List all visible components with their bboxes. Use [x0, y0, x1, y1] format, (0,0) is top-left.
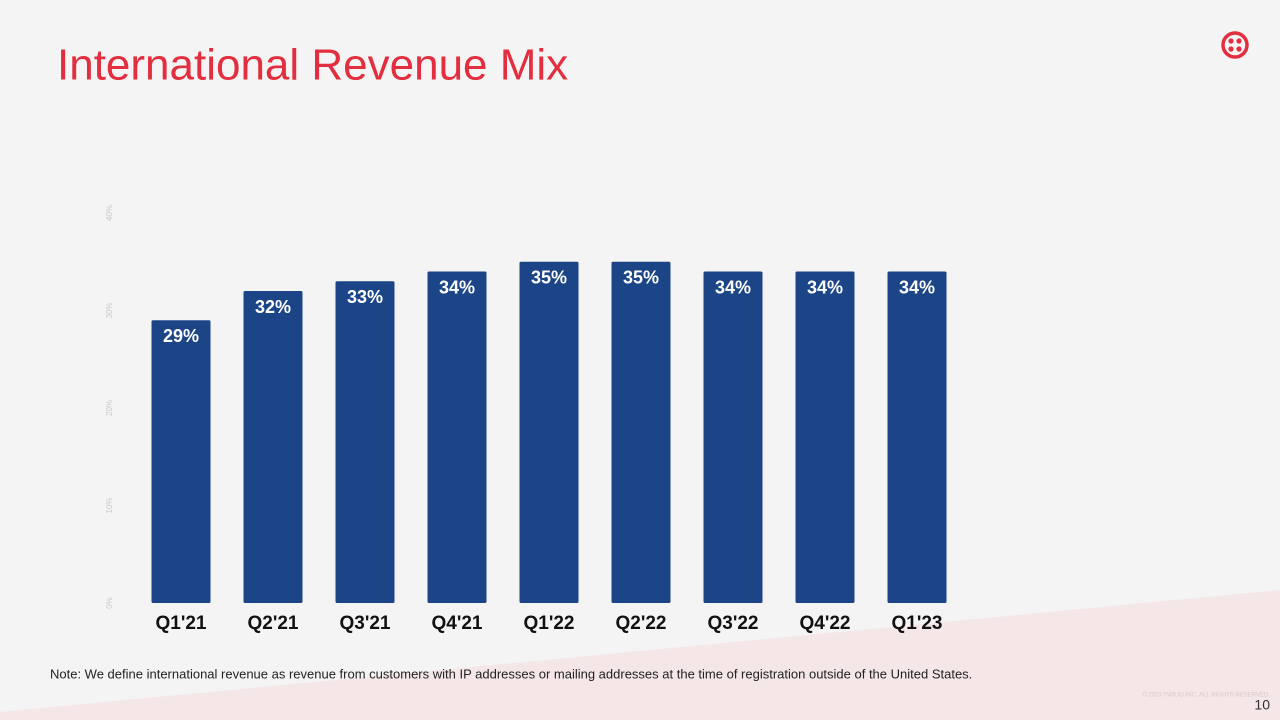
bar: [243, 291, 303, 603]
y-tick-label: 20%: [105, 400, 114, 416]
y-tick-label: 10%: [105, 497, 114, 513]
value-label: 34%: [439, 277, 475, 297]
value-label: 29%: [163, 326, 199, 346]
decor-band: [0, 590, 1280, 720]
bar: [703, 271, 763, 603]
value-label: 32%: [255, 297, 291, 317]
logo-dot: [1228, 46, 1234, 52]
copyright: © 2023 TWILIO INC. ALL RIGHTS RESERVED.: [1142, 692, 1270, 699]
bar: [427, 271, 487, 603]
y-tick-label: 40%: [105, 205, 114, 221]
bar: [519, 261, 579, 603]
bar: [887, 271, 947, 603]
x-tick-label: Q3'22: [708, 613, 759, 634]
logo-dot: [1236, 38, 1242, 44]
x-tick-label: Q4'21: [432, 613, 483, 634]
value-label: 33%: [347, 287, 383, 307]
value-label: 34%: [899, 277, 935, 297]
x-tick-label: Q1'23: [892, 613, 943, 634]
value-label: 34%: [715, 277, 751, 297]
bar: [335, 281, 395, 603]
bar: [611, 261, 671, 603]
logo-dot: [1228, 38, 1234, 44]
logo-ring: [1221, 31, 1249, 59]
logo: [1221, 31, 1249, 59]
bar: [151, 320, 211, 603]
x-tick-label: Q4'22: [800, 613, 851, 634]
logo-dot: [1236, 46, 1242, 52]
x-tick-label: Q2'22: [616, 613, 667, 634]
x-tick-label: Q2'21: [248, 613, 299, 634]
x-tick-label: Q3'21: [340, 613, 391, 634]
x-tick-label: Q1'21: [156, 613, 207, 634]
x-tick-label: Q1'22: [524, 613, 575, 634]
y-tick-label: 30%: [105, 302, 114, 318]
value-label: 35%: [531, 268, 567, 288]
y-tick-label: 0%: [105, 597, 114, 609]
value-label: 35%: [623, 268, 659, 288]
page-number: 10: [1254, 697, 1270, 713]
footnote: Note: We define international revenue as…: [50, 666, 972, 681]
bar: [795, 271, 855, 603]
value-label: 34%: [807, 277, 843, 297]
chart-title: International Revenue Mix: [57, 41, 568, 90]
